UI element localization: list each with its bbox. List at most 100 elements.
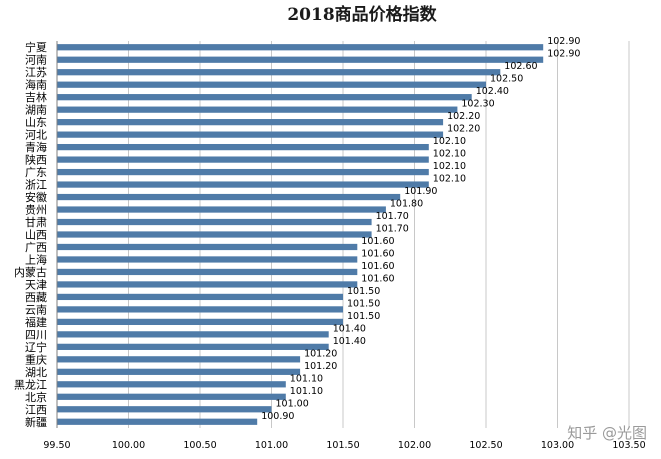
- value-labels: 102.90102.90102.60102.50102.40102.30102.…: [261, 36, 580, 422]
- value-label: 102.20: [447, 111, 480, 122]
- x-tick-label: 99.50: [43, 440, 70, 451]
- category-label: 河北: [25, 129, 47, 142]
- value-label: 102.30: [461, 99, 494, 110]
- category-label: 江西: [25, 403, 47, 416]
- x-tick-label: 101.50: [326, 440, 359, 451]
- bar: [57, 418, 258, 425]
- watermark: 知乎 @光图: [567, 424, 647, 442]
- category-label: 西藏: [25, 291, 47, 304]
- value-label: 102.50: [490, 74, 523, 85]
- bar: [57, 256, 358, 263]
- value-label: 102.10: [433, 174, 466, 185]
- x-axis-ticks: 99.50 100.00 100.50 101.00 101.50 102.00 102.5…: [43, 440, 645, 451]
- bar: [57, 168, 429, 176]
- bar: [57, 293, 343, 301]
- category-label: 天津: [25, 278, 47, 291]
- bar: [57, 243, 358, 251]
- category-label: 海南: [25, 78, 47, 92]
- value-label: 101.60: [361, 248, 394, 259]
- bar: [57, 131, 444, 138]
- value-label: 100.90: [261, 411, 294, 422]
- category-label: 北京: [25, 390, 47, 404]
- category-label: 宁夏: [25, 40, 47, 54]
- bar: [57, 268, 358, 276]
- category-label: 重庆: [25, 352, 47, 366]
- category-label: 湖北: [25, 366, 47, 379]
- value-label: 101.50: [347, 298, 380, 309]
- bar: [57, 119, 444, 126]
- bar: [57, 69, 501, 76]
- value-label: 101.40: [333, 336, 366, 347]
- bar: [57, 318, 343, 326]
- value-label: 101.10: [290, 373, 323, 384]
- bar: [57, 231, 372, 238]
- category-label: 广东: [25, 166, 47, 179]
- bar: [57, 94, 472, 101]
- x-tick-label: 100.50: [183, 440, 216, 451]
- category-label: 山西: [25, 229, 47, 242]
- bar: [57, 156, 429, 163]
- value-label: 101.10: [290, 386, 323, 397]
- x-tick-label: 103.50: [612, 440, 645, 451]
- category-label: 云南: [25, 303, 47, 316]
- value-label: 102.90: [547, 36, 580, 47]
- bar: [57, 306, 343, 313]
- value-label: 101.60: [361, 273, 394, 284]
- category-label: 黑龙江: [14, 378, 47, 391]
- category-label: 内蒙古: [14, 265, 47, 279]
- value-label: 101.50: [347, 311, 380, 322]
- category-label: 青海: [25, 140, 47, 154]
- category-label: 湖南: [25, 104, 47, 117]
- bar: [57, 218, 372, 226]
- category-label: 陕西: [25, 153, 47, 167]
- value-label: 102.40: [476, 86, 509, 97]
- x-tick-label: 103.00: [541, 440, 574, 451]
- category-label: 安徽: [25, 190, 47, 204]
- x-tick-label: 101.00: [255, 440, 288, 451]
- value-label: 101.50: [347, 286, 380, 297]
- bar: [57, 356, 301, 363]
- x-tick-label: 102.50: [469, 440, 502, 451]
- category-label: 广西: [25, 241, 47, 254]
- category-label: 福建: [25, 315, 47, 329]
- value-label: 101.60: [361, 236, 394, 247]
- x-tick-label: 102.00: [398, 440, 431, 451]
- value-label: 101.00: [276, 398, 309, 409]
- category-label: 浙江: [25, 179, 47, 192]
- value-label: 102.10: [433, 136, 466, 147]
- category-label: 贵州: [25, 204, 47, 217]
- chart-title: 2018商品价格指数: [287, 4, 437, 25]
- x-tick-label: 100.00: [112, 440, 145, 451]
- bar: [57, 368, 301, 375]
- value-label: 102.90: [547, 49, 580, 60]
- bar: [57, 381, 286, 388]
- bar: [57, 406, 272, 413]
- value-label: 101.60: [361, 261, 394, 272]
- category-labels: 宁夏河南江苏海南吉林湖南山东河北青海陕西广东浙江安徽贵州甘肃山西广西上海内蒙古天…: [14, 40, 47, 429]
- category-label: 江苏: [25, 66, 47, 79]
- bar: [57, 143, 429, 151]
- bar: [57, 181, 429, 188]
- value-label: 101.20: [304, 348, 337, 359]
- category-label: 山东: [25, 116, 47, 129]
- value-label: 102.20: [447, 124, 480, 135]
- value-label: 102.10: [433, 149, 466, 160]
- bar: [57, 56, 544, 63]
- category-label: 河南: [25, 54, 47, 67]
- bar: [57, 206, 386, 213]
- bar: [57, 106, 458, 113]
- value-label: 101.90: [404, 186, 437, 197]
- category-label: 吉林: [25, 90, 47, 104]
- category-label: 上海: [25, 252, 47, 266]
- bar: [57, 281, 358, 288]
- bar: [57, 393, 286, 400]
- value-label: 102.10: [433, 161, 466, 172]
- value-label: 101.70: [376, 224, 409, 235]
- bar: [57, 343, 329, 350]
- value-label: 102.60: [504, 61, 537, 72]
- category-label: 新疆: [25, 415, 47, 429]
- category-label: 甘肃: [25, 216, 47, 229]
- bars: [57, 44, 544, 425]
- category-label: 辽宁: [25, 340, 47, 354]
